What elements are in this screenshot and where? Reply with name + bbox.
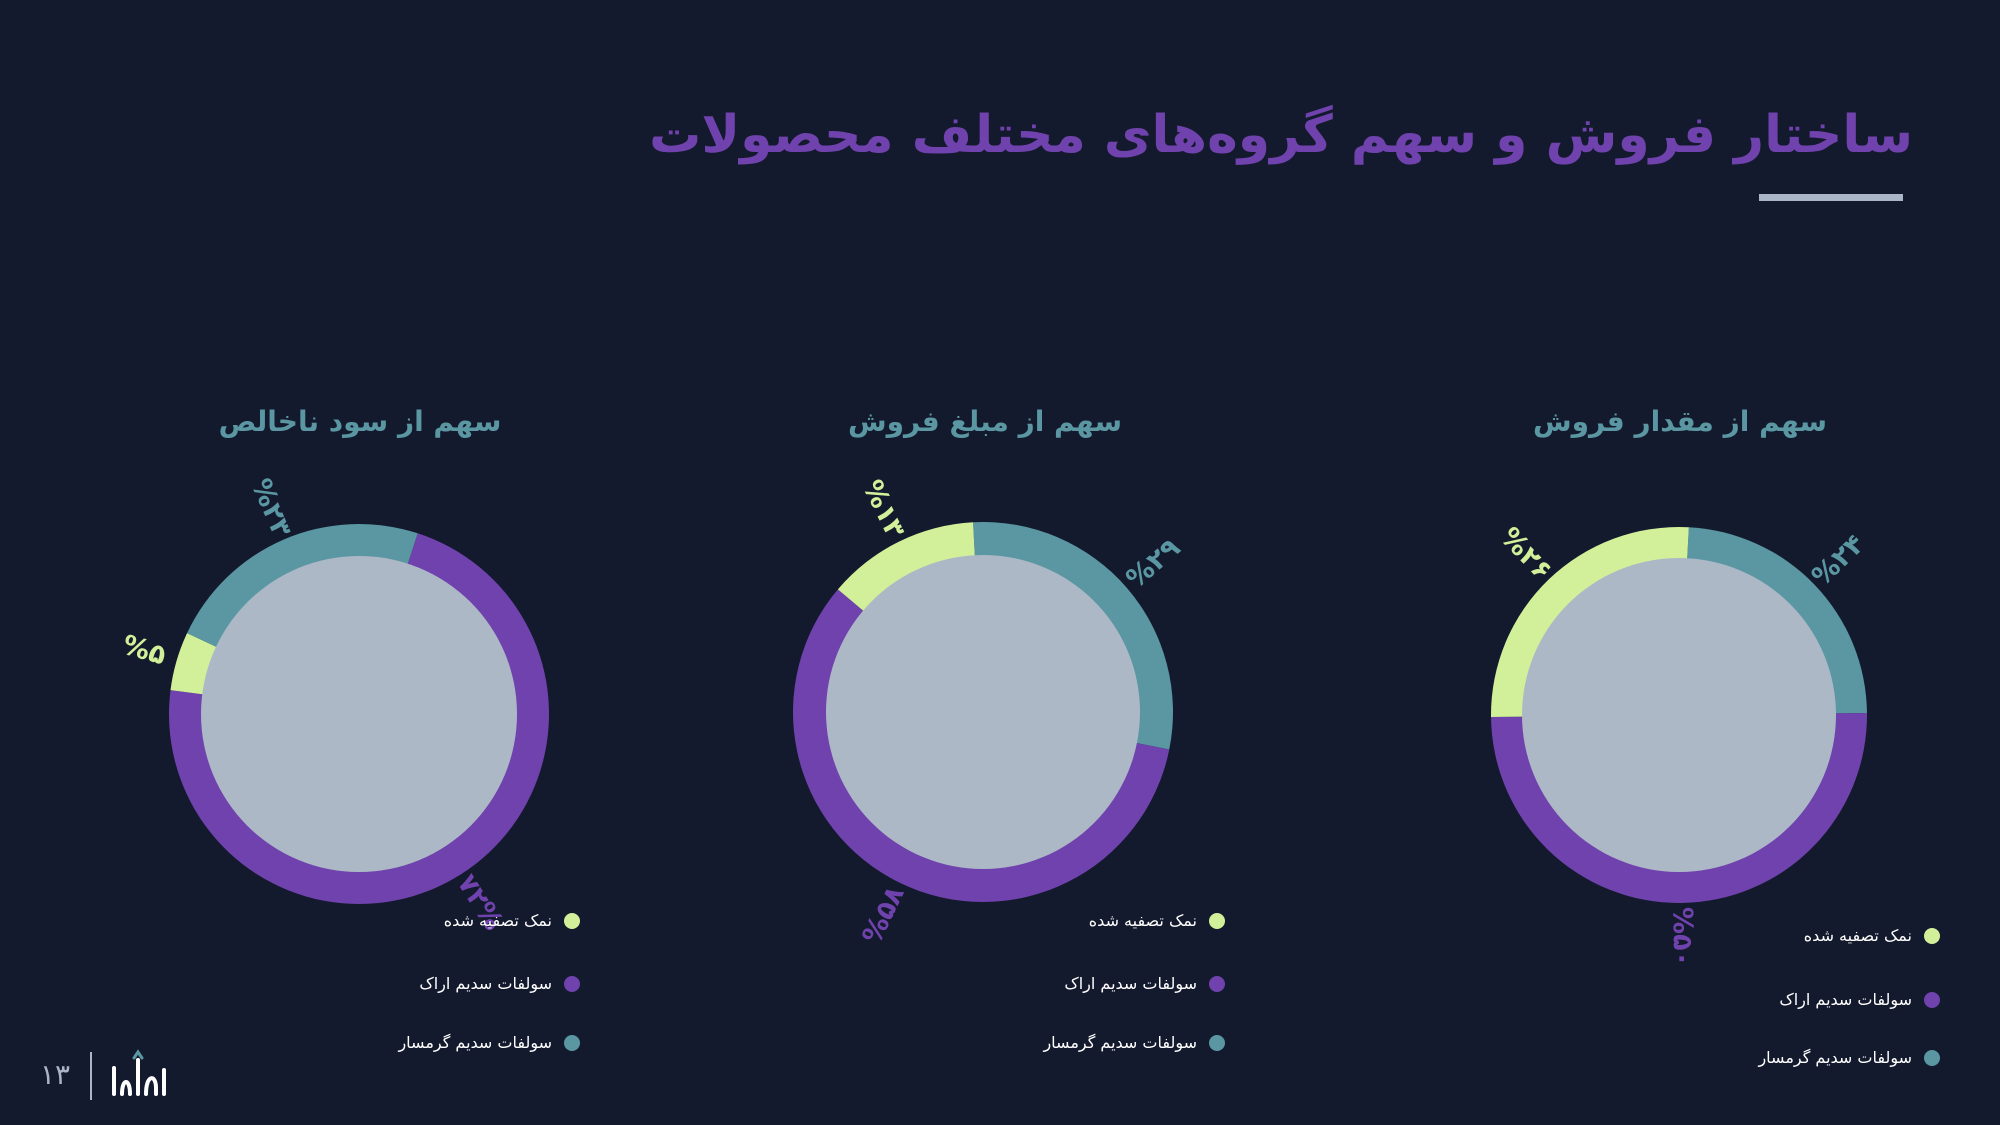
- donut-chart: %۲۴ %۵۰ %۲۶: [1491, 522, 1871, 967]
- chart-title: سهم از مبلغ فروش: [847, 405, 1123, 438]
- page-title: ساختار فروش و سهم گروه‌های مختلف محصولات: [649, 105, 1913, 165]
- donut-hole: [826, 555, 1140, 869]
- donut-slice: [793, 589, 1170, 902]
- legend-swatch: [564, 912, 580, 929]
- company-logo: [112, 1049, 166, 1096]
- donut-hole: [201, 556, 517, 872]
- legend-item: سولفات سدیم اراک: [419, 974, 580, 993]
- footer-divider: [90, 1052, 92, 1100]
- chart-title: سهم از مقدار فروش: [1532, 405, 1828, 438]
- legend-swatch: [1209, 1034, 1225, 1051]
- donut-chart: %۲۹ %۵۸ %۱۳: [793, 475, 1187, 949]
- legend-label: سولفات سدیم گرمسار: [398, 1033, 552, 1052]
- donut-slice-label: %۵۰: [1667, 907, 1699, 967]
- legend-item: سولفات سدیم گرمسار: [1758, 1048, 1940, 1067]
- donut-slice: [1687, 527, 1867, 714]
- legend-swatch: [564, 1034, 580, 1051]
- donut-slice-label: %۲۹: [1121, 532, 1187, 595]
- title-underline: [1759, 194, 1903, 201]
- legend-label: سولفات سدیم اراک: [1779, 990, 1912, 1009]
- donut-slice-label: %۲۶: [1494, 522, 1558, 587]
- legend-item: نمک تصفیه شده: [444, 911, 580, 930]
- donut-slice: [973, 522, 1173, 750]
- chart-amount-share: سهم از مبلغ فروش %۲۹ %۵۸ %۱۳ نمک تصفیه شده…: [725, 0, 1245, 1125]
- legend-item: نمک تصفیه شده: [1804, 926, 1940, 945]
- donut-slice: [837, 522, 975, 612]
- legend-label: سولفات سدیم گرمسار: [1043, 1033, 1197, 1052]
- donut-slice-label: %۵۸: [857, 881, 911, 949]
- legend-item: نمک تصفیه شده: [1089, 911, 1225, 930]
- donut-slice-label: %۱۳: [856, 475, 911, 543]
- donut-slice-label: %۲۳: [245, 474, 297, 542]
- legend-label: نمک تصفیه شده: [1803, 926, 1912, 945]
- chart-quantity-share: سهم از مقدار فروش %۲۴ %۵۰ %۲۶ نمک تصفیه شد…: [1420, 0, 1940, 1125]
- legend-item: سولفات سدیم گرمسار: [1043, 1033, 1225, 1052]
- legend-label: سولفات سدیم گرمسار: [1758, 1048, 1912, 1067]
- legend-label: سولفات سدیم اراک: [419, 974, 552, 993]
- legend-label: سولفات سدیم اراک: [1064, 974, 1197, 993]
- donut-slice-label: %۵: [119, 630, 169, 672]
- legend-item: سولفات سدیم اراک: [1779, 990, 1940, 1009]
- donut-slice: [1491, 527, 1689, 717]
- legend-swatch: [1209, 912, 1225, 929]
- legend-swatch: [1924, 1049, 1940, 1066]
- legend-label: نمک تصفیه شده: [443, 911, 552, 930]
- page-number: ۱۳: [40, 1058, 71, 1091]
- donut-hole: [1522, 558, 1836, 872]
- chart-gross-profit-share: سهم از سود ناخالص ۷۲% %۵ %۲۳ نمک تصفیه شده…: [100, 0, 620, 1125]
- donut-slice-label: %۲۴: [1806, 529, 1871, 593]
- donut-slice: [187, 524, 418, 648]
- legend-swatch: [1924, 991, 1940, 1008]
- legend-swatch: [1209, 975, 1225, 992]
- legend-item: سولفات سدیم اراک: [1064, 974, 1225, 993]
- chart-title: سهم از سود ناخالص: [218, 405, 502, 438]
- legend-swatch: [564, 975, 580, 992]
- legend-label: نمک تصفیه شده: [1088, 911, 1197, 930]
- donut-slice: [1491, 713, 1867, 903]
- legend-item: سولفات سدیم گرمسار: [398, 1033, 580, 1052]
- donut-chart: ۷۲%%۵%۲۳: [119, 474, 550, 936]
- legend-swatch: [1924, 927, 1940, 944]
